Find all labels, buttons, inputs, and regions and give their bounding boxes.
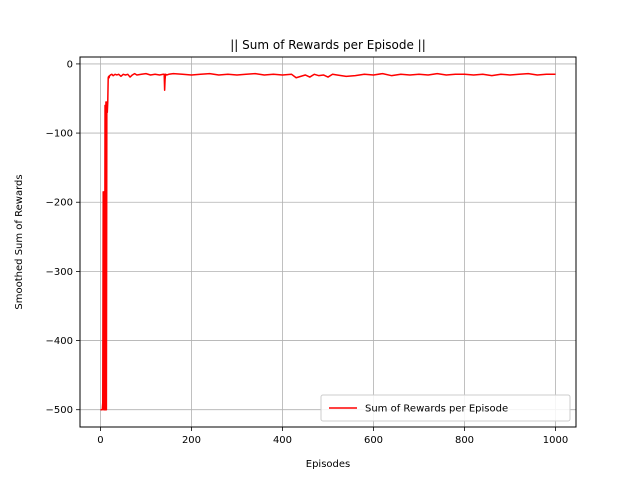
x-tick-label: 600 bbox=[364, 435, 383, 446]
ticks-group: 0 200 400 600 800 1000 0 −100 −200 −300 −400 −500 bbox=[46, 59, 569, 446]
y-tick-label: −400 bbox=[46, 336, 73, 347]
y-tick-label: −300 bbox=[46, 267, 73, 278]
x-tick-label: 1000 bbox=[543, 435, 568, 446]
series-group bbox=[100, 72, 556, 411]
x-tick-label: 400 bbox=[273, 435, 292, 446]
y-tick-label: −100 bbox=[46, 129, 73, 140]
series-line bbox=[100, 72, 556, 411]
x-tick-label: 200 bbox=[182, 435, 201, 446]
y-tick-label: −200 bbox=[46, 198, 73, 209]
x-tick-label: 0 bbox=[97, 435, 103, 446]
legend-label: Sum of Rewards per Episode bbox=[365, 404, 508, 415]
legend: Sum of Rewards per Episode bbox=[320, 394, 571, 422]
legend-box bbox=[320, 394, 571, 422]
x-axis-label: Episodes bbox=[306, 459, 350, 470]
x-tick-label: 800 bbox=[455, 435, 474, 446]
y-tick-label: 0 bbox=[67, 59, 73, 70]
grid-lines bbox=[80, 57, 576, 427]
y-axis-label: Smoothed Sum of Rewards bbox=[14, 174, 25, 309]
plot-frame bbox=[79, 56, 577, 428]
chart-title: || Sum of Rewards per Episode || bbox=[230, 38, 426, 52]
y-tick-label: −500 bbox=[46, 405, 73, 416]
